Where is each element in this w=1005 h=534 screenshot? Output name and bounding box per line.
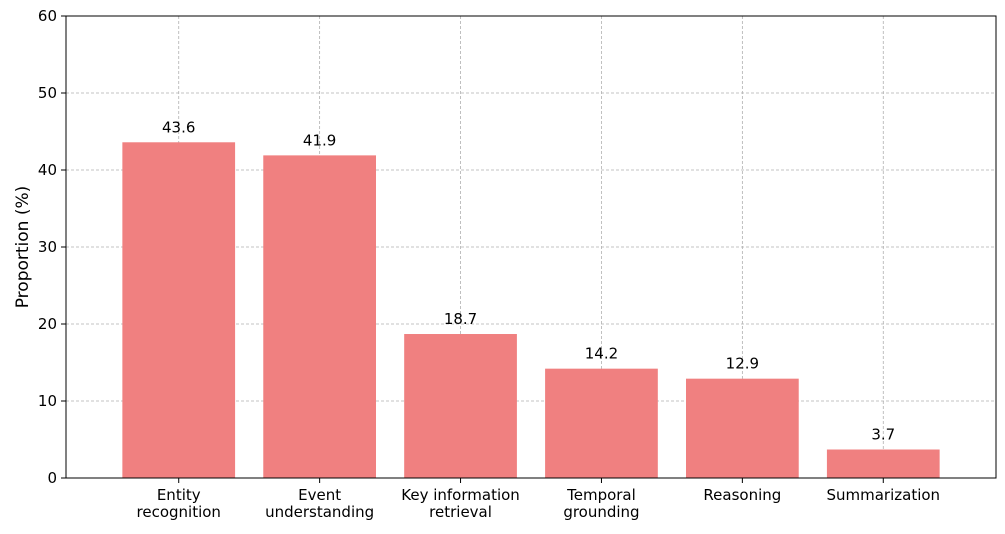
y-tick-label: 0 xyxy=(47,469,57,487)
y-tick-label: 40 xyxy=(38,161,57,179)
x-tick-label: Key information retrieval xyxy=(401,486,520,521)
bar-value-label: 43.6 xyxy=(162,118,195,136)
x-tick-label: Entity recognition xyxy=(137,486,221,521)
x-tick-label: Event understanding xyxy=(265,486,374,521)
bar xyxy=(826,449,940,478)
x-tick-label-line: Key information xyxy=(401,486,520,504)
y-axis-ticks: 0 10 20 30 40 50 60 xyxy=(38,7,66,487)
bar-value-label: 12.9 xyxy=(726,355,759,373)
y-tick-label: 60 xyxy=(38,7,57,25)
x-tick-label-line: Reasoning xyxy=(703,486,781,504)
x-tick-label: Temporal grounding xyxy=(563,486,639,521)
data-labels: 43.6 41.9 18.7 14.2 12.9 3.7 xyxy=(162,118,895,443)
x-axis-ticks: Entity recognition Event understanding Key i… xyxy=(137,478,940,521)
y-tick-label: 50 xyxy=(38,84,57,102)
bar xyxy=(404,334,517,478)
bar xyxy=(545,368,658,478)
x-tick-label-line: grounding xyxy=(563,503,639,521)
y-tick-label: 30 xyxy=(38,238,57,256)
x-tick-label-line: Entity xyxy=(157,486,201,504)
x-tick-label-line: recognition xyxy=(137,503,221,521)
x-tick-label: Reasoning xyxy=(703,486,781,504)
x-tick-label-line: Event xyxy=(298,486,341,504)
x-tick-label: Summarization xyxy=(826,486,940,504)
y-tick-label: 10 xyxy=(38,392,57,410)
y-axis-label: Proportion (%) xyxy=(13,186,33,309)
bar-value-label: 41.9 xyxy=(303,131,336,149)
x-tick-label-line: Temporal xyxy=(566,486,636,504)
x-tick-label-line: Summarization xyxy=(826,486,940,504)
bar xyxy=(122,142,236,478)
bar-value-label: 3.7 xyxy=(871,426,895,444)
y-tick-label: 20 xyxy=(38,315,57,333)
bar xyxy=(263,155,376,478)
bar-value-label: 14.2 xyxy=(585,345,618,363)
x-tick-label-line: retrieval xyxy=(429,503,492,521)
bar-value-label: 18.7 xyxy=(444,310,477,328)
bars xyxy=(122,142,940,478)
bar xyxy=(686,378,799,478)
x-tick-label-line: understanding xyxy=(265,503,374,521)
